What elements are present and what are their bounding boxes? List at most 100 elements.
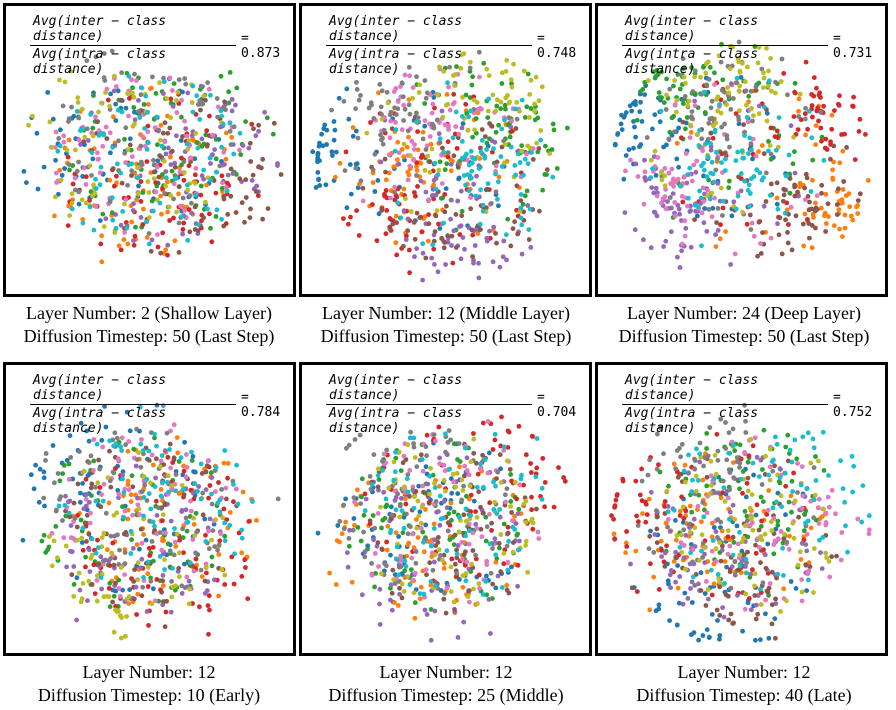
data-point-class-1: [110, 114, 116, 120]
data-point-class-0: [707, 634, 712, 640]
data-point-class-1: [658, 538, 664, 544]
data-point-class-8: [694, 132, 700, 137]
data-point-class-6: [623, 168, 628, 174]
data-point-class-6: [152, 598, 158, 604]
data-point-class-9: [140, 448, 146, 453]
data-point-class-8: [759, 537, 765, 543]
data-point-class-6: [817, 496, 822, 502]
data-point-class-8: [459, 52, 465, 57]
data-point-class-9: [499, 585, 505, 590]
data-point-class-3: [829, 126, 835, 132]
data-point-class-3: [245, 596, 251, 602]
data-point-class-3: [473, 509, 478, 514]
data-point-class-7: [502, 492, 508, 498]
data-point-class-6: [136, 512, 142, 517]
data-point-class-8: [755, 60, 761, 66]
data-point-class-7: [743, 430, 749, 435]
ratio-value: = 0.731: [833, 30, 873, 61]
data-point-class-5: [247, 215, 253, 221]
data-point-class-4: [208, 161, 213, 166]
data-point-class-4: [212, 577, 217, 583]
data-point-class-9: [217, 509, 223, 515]
data-point-class-9: [650, 166, 655, 172]
data-point-class-4: [488, 631, 493, 636]
data-point-class-1: [623, 540, 629, 546]
data-point-class-6: [122, 230, 127, 235]
data-point-class-9: [128, 528, 134, 534]
data-point-class-3: [487, 235, 493, 241]
data-point-class-1: [457, 464, 462, 470]
data-point-class-9: [721, 198, 726, 204]
data-point-class-7: [123, 125, 129, 131]
data-point-class-8: [475, 601, 480, 607]
data-point-class-1: [803, 132, 808, 138]
data-point-class-7: [215, 114, 221, 120]
data-point-class-9: [120, 476, 125, 482]
scatter-panel-2: Avg(inter − class distance) Avg(intra − c…: [299, 3, 592, 297]
data-point-class-4: [113, 212, 118, 217]
data-point-class-1: [865, 178, 871, 183]
data-point-class-5: [426, 221, 432, 227]
data-point-class-0: [321, 126, 327, 132]
data-point-class-5: [769, 569, 775, 575]
data-point-class-5: [271, 120, 277, 126]
data-point-class-3: [475, 471, 481, 477]
data-point-class-7: [445, 150, 451, 156]
data-point-class-9: [222, 448, 228, 453]
data-point-class-5: [497, 452, 503, 458]
data-point-class-2: [496, 122, 501, 128]
data-point-class-2: [428, 607, 434, 612]
data-point-class-9: [166, 489, 172, 495]
data-point-class-4: [757, 103, 762, 109]
data-point-class-7: [663, 107, 669, 112]
data-point-class-8: [523, 543, 528, 548]
data-point-class-4: [448, 216, 453, 222]
data-point-class-8: [415, 498, 421, 504]
data-point-class-1: [722, 559, 728, 564]
data-point-class-6: [149, 452, 155, 458]
data-point-class-4: [501, 238, 507, 244]
data-point-class-4: [359, 592, 365, 598]
data-point-class-8: [396, 449, 402, 455]
data-point-class-7: [734, 459, 740, 464]
data-point-class-5: [769, 602, 775, 608]
data-point-class-8: [741, 535, 746, 541]
data-point-class-8: [96, 109, 101, 115]
data-point-class-9: [69, 206, 75, 212]
data-point-class-9: [463, 533, 468, 539]
data-point-class-1: [723, 229, 728, 235]
data-point-class-3: [436, 221, 441, 227]
data-point-class-8: [408, 209, 414, 214]
data-point-class-5: [129, 173, 134, 178]
data-point-class-6: [689, 178, 695, 184]
data-point-class-8: [125, 91, 130, 97]
data-point-class-7: [720, 213, 725, 218]
data-point-class-5: [654, 540, 660, 545]
data-point-class-9: [157, 200, 163, 206]
data-point-class-7: [52, 480, 57, 486]
data-point-class-9: [96, 545, 101, 550]
data-point-class-0: [724, 564, 729, 570]
data-point-class-8: [427, 491, 432, 497]
data-point-class-4: [160, 573, 166, 578]
data-point-class-3: [791, 470, 796, 476]
data-point-class-4: [458, 223, 464, 229]
data-point-class-9: [234, 462, 240, 468]
data-point-class-5: [225, 212, 231, 217]
data-point-class-4: [377, 586, 383, 592]
data-point-class-7: [379, 111, 384, 117]
data-point-class-9: [742, 178, 747, 184]
data-point-class-3: [384, 539, 389, 545]
data-point-class-8: [192, 533, 198, 538]
data-point-class-9: [820, 429, 826, 435]
data-point-class-5: [81, 139, 86, 145]
data-point-class-9: [506, 538, 511, 544]
data-point-class-3: [160, 518, 165, 524]
tsne-plot-5: [315, 414, 568, 643]
data-point-class-6: [829, 487, 835, 493]
data-point-class-8: [749, 492, 755, 497]
data-point-class-0: [717, 633, 723, 638]
data-point-class-6: [683, 151, 689, 157]
data-point-class-8: [401, 589, 407, 594]
data-point-class-8: [460, 488, 466, 493]
